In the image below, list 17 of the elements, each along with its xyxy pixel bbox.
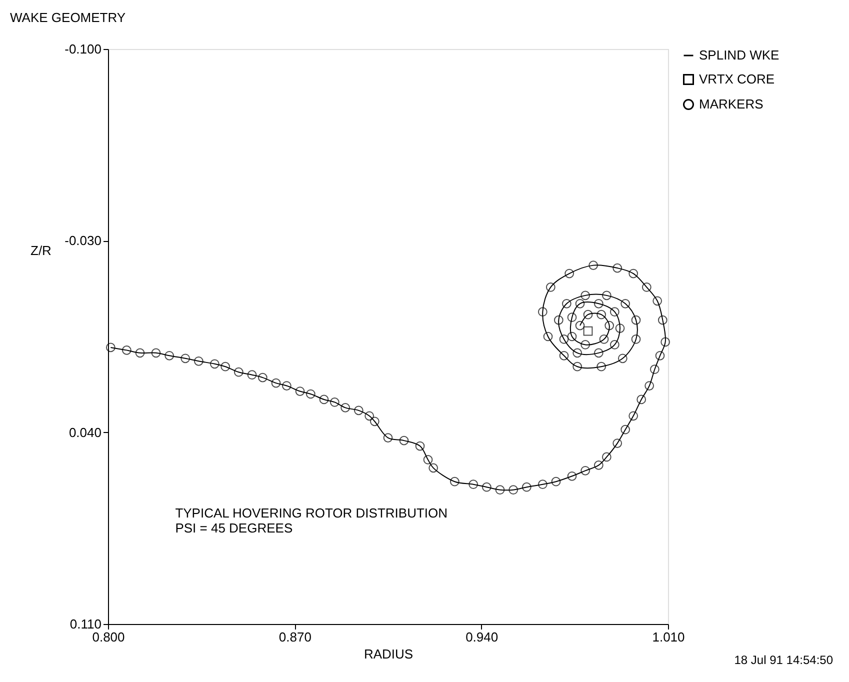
legend-label: MARKERS: [699, 96, 764, 112]
y-tick-label: 0.040: [68, 424, 102, 440]
x-axis-title: RADIUS: [364, 646, 414, 662]
chart-title: WAKE GEOMETRY: [10, 10, 126, 25]
text: 18 Jul 91 14:54:50: [734, 653, 834, 667]
y-tick-label: -0.030: [64, 233, 102, 248]
legend-label: SPLIND WKE: [699, 48, 780, 62]
annotation: PSI = 45 DEGREES: [175, 520, 293, 536]
legend-label: VRTX CORE: [699, 72, 775, 86]
annotation: TYPICAL HOVERING ROTOR DISTRIBUTION: [175, 506, 448, 521]
y-tick-label: 0.110: [70, 616, 102, 632]
x-tick-label: 0.870: [278, 630, 312, 644]
y-axis-title: Z/R: [30, 242, 52, 258]
x-tick-label: 0.800: [92, 630, 125, 644]
y-tick-label: -0.100: [64, 42, 102, 56]
x-tick-label: 0.940: [466, 630, 498, 644]
x-tick-label: 1.010: [652, 630, 685, 644]
